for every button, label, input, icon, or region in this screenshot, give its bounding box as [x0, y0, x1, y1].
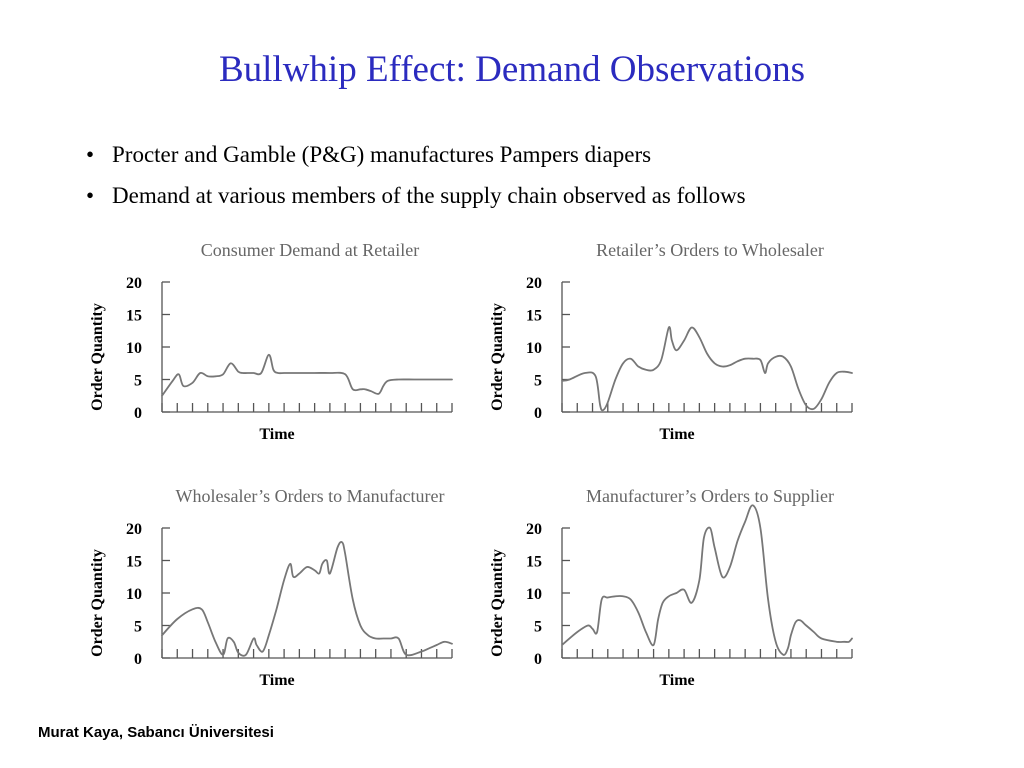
bullet-text: Demand at various members of the supply …	[112, 183, 746, 208]
bullet-list: • Procter and Gamble (P&G) manufactures P…	[86, 134, 746, 216]
series-line	[561, 504, 853, 656]
y-tick-label: 0	[134, 651, 142, 668]
y-tick-label: 10	[126, 340, 142, 357]
y-axis-title: Order Quantity	[489, 303, 506, 411]
chart-svg: Manufacturer’s Orders to Supplier 0 5 10 15 2…	[489, 486, 853, 689]
y-tick-label: 15	[126, 308, 142, 325]
bullet-dot: •	[86, 142, 95, 167]
y-tick-label: 0	[534, 405, 542, 422]
y-tick-label: 5	[534, 373, 542, 390]
y-tick-label: 20	[126, 275, 142, 292]
y-tick-label: 20	[526, 275, 542, 292]
bullet-dot: •	[86, 183, 95, 208]
chart-title: Consumer Demand at Retailer	[201, 240, 419, 260]
y-tick-label: 15	[526, 308, 542, 325]
chart-svg: Consumer Demand at Retailer 0 5 10 15 20 Time O…	[89, 240, 453, 443]
bullet-item: • Demand at various members of the supply…	[86, 175, 746, 216]
chart-title: Retailer’s Orders to Wholesaler	[596, 240, 824, 260]
chart-manufacturer-orders: Manufacturer’s Orders to Supplier 0 5 10 15 2…	[478, 478, 928, 698]
y-axis-title: Order Quantity	[89, 303, 106, 411]
chart-consumer-demand: Consumer Demand at Retailer 0 5 10 15 20 Time O…	[78, 232, 528, 452]
y-tick-label: 10	[126, 586, 142, 603]
x-axis-title: Time	[659, 672, 694, 689]
y-tick-label: 15	[126, 554, 142, 571]
y-tick-label: 20	[526, 521, 542, 538]
footer-author: Murat Kaya, Sabancı Üniversitesi	[38, 724, 274, 741]
y-tick-label: 5	[134, 373, 142, 390]
x-axis-title: Time	[659, 426, 694, 443]
chart-title: Manufacturer’s Orders to Supplier	[586, 486, 834, 506]
bullet-item: • Procter and Gamble (P&G) manufactures P…	[86, 134, 746, 175]
chart-title: Wholesaler’s Orders to Manufacturer	[175, 486, 444, 506]
bullet-text: Procter and Gamble (P&G) manufactures Pa…	[112, 142, 652, 167]
y-tick-label: 0	[534, 651, 542, 668]
y-tick-label: 0	[134, 405, 142, 422]
y-tick-label: 5	[534, 619, 542, 636]
y-axis-title: Order Quantity	[89, 549, 106, 657]
chart-retailer-orders: Retailer’s Orders to Wholesaler 0 5 10 15 20 T…	[478, 232, 928, 452]
series-line	[161, 353, 453, 397]
y-tick-label: 10	[526, 340, 542, 357]
y-tick-label: 10	[526, 586, 542, 603]
chart-svg: Wholesaler’s Orders to Manufacturer 0 5 10 1…	[89, 486, 453, 689]
chart-wholesaler-orders: Wholesaler’s Orders to Manufacturer 0 5 10 1…	[78, 478, 528, 698]
y-tick-label: 20	[126, 521, 142, 538]
x-axis-title: Time	[259, 426, 294, 443]
series-line	[161, 541, 453, 657]
y-axis-title: Order Quantity	[489, 549, 506, 657]
x-axis-title: Time	[259, 672, 294, 689]
chart-svg: Retailer’s Orders to Wholesaler 0 5 10 15 20 T…	[489, 240, 853, 443]
y-tick-label: 5	[134, 619, 142, 636]
slide-title: Bullwhip Effect: Demand Observations	[218, 49, 806, 90]
series-line	[561, 326, 853, 412]
y-tick-label: 15	[526, 554, 542, 571]
